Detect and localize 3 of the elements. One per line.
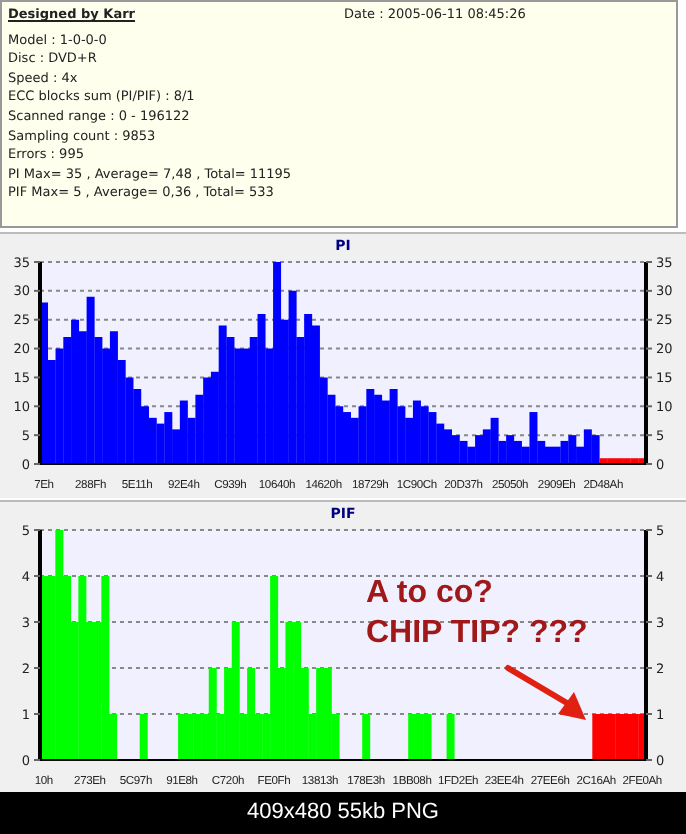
text: 409x480 55kb PNG [0, 792, 686, 834]
annotation: A to co? [366, 574, 495, 614]
annotation: CHIP TIP? ??? [366, 614, 588, 654]
